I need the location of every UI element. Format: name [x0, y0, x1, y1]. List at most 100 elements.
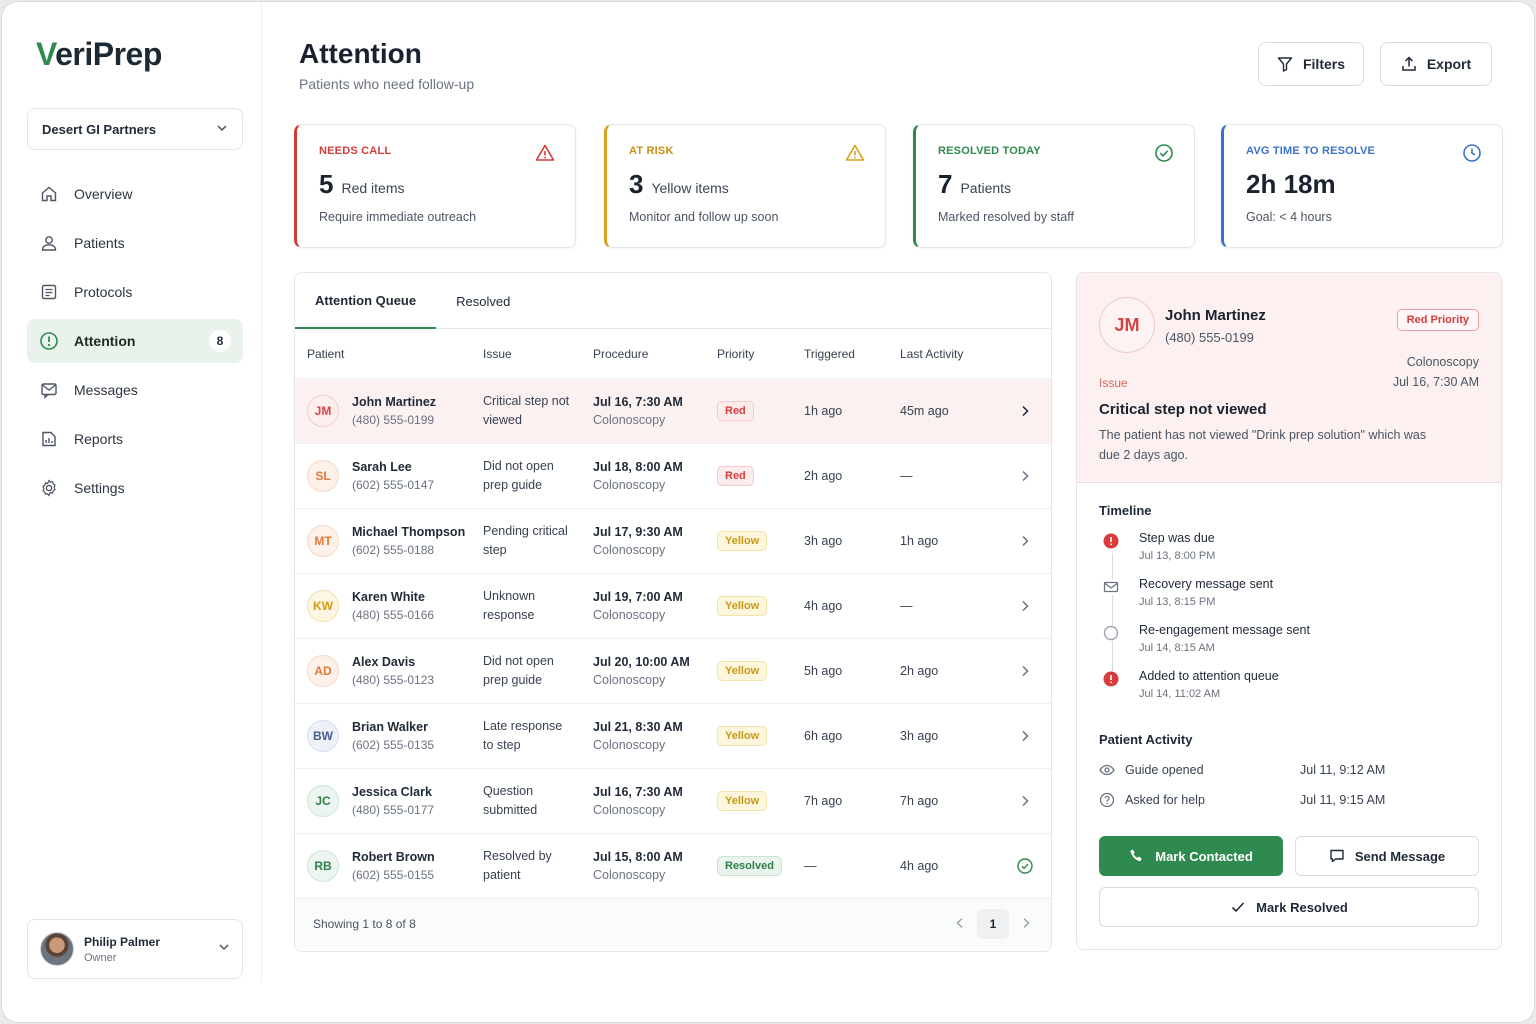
- table-row[interactable]: AD Alex Davis (480) 555-0123 Did not ope…: [295, 639, 1051, 704]
- sidebar-item-label: Settings: [74, 480, 125, 496]
- chevron-right-icon[interactable]: [1010, 664, 1040, 678]
- procedure-type: Colonoscopy: [593, 673, 666, 687]
- procedure-date: Jul 18, 8:00 AM: [593, 460, 683, 474]
- procedure-date: Jul 16, 7:30 AM: [593, 785, 683, 799]
- filter-icon: [1277, 57, 1293, 72]
- sidebar: VeriPrep Desert GI Partners Overview Pat…: [2, 2, 262, 982]
- priority-pill: Resolved: [717, 856, 782, 876]
- patient-phone: (480) 555-0123: [352, 673, 435, 687]
- patient-cell: MT Michael Thompson (602) 555-0188: [295, 525, 483, 557]
- procedure-cell: Jul 20, 10:00 AM Colonoscopy: [593, 655, 717, 687]
- procedure-cell: Jul 21, 8:30 AM Colonoscopy: [593, 720, 717, 752]
- priority-cell: Red: [717, 466, 804, 486]
- table-row[interactable]: MT Michael Thompson (602) 555-0188 Pendi…: [295, 509, 1051, 574]
- stat-unit: Patients: [960, 180, 1012, 196]
- patient-phone: (480) 555-0199: [352, 413, 435, 427]
- priority-cell: Yellow: [717, 596, 804, 616]
- table-body: JM John Martinez (480) 555-0199 Critical…: [295, 379, 1051, 899]
- chevron-right-icon[interactable]: [1010, 534, 1040, 548]
- patient-name: Robert Brown: [352, 850, 435, 864]
- filters-button[interactable]: Filters: [1258, 42, 1364, 86]
- chevron-right-icon[interactable]: [1010, 794, 1040, 808]
- tab-bar: Attention Queue Resolved: [295, 273, 1051, 329]
- patient-phone: (480) 555-0166: [352, 608, 435, 622]
- patient-name: Sarah Lee: [352, 460, 412, 474]
- priority-pill: Red: [717, 401, 754, 421]
- chevron-right-icon[interactable]: [1010, 729, 1040, 743]
- table-row[interactable]: JC Jessica Clark (480) 555-0177 Question…: [295, 769, 1051, 834]
- column-header-triggered[interactable]: Triggered: [804, 346, 855, 361]
- procedure-date: Jul 21, 8:30 AM: [593, 720, 683, 734]
- activity-row: Asked for help Jul 11, 9:15 AM: [1099, 792, 1479, 808]
- chevron-right-icon[interactable]: [1010, 404, 1040, 418]
- check-icon: [1232, 902, 1245, 913]
- sidebar-item-overview[interactable]: Overview: [27, 172, 243, 216]
- patient-initials-avatar: JC: [307, 785, 339, 817]
- table-row[interactable]: RB Robert Brown (602) 555-0155 Resolved …: [295, 834, 1051, 899]
- patient-phone: (602) 555-0188: [352, 543, 435, 557]
- user-menu[interactable]: Philip Palmer Owner: [27, 919, 243, 979]
- patient-initials-avatar: KW: [307, 590, 339, 622]
- issue-cell: Unknown response: [483, 589, 536, 622]
- check-circle-icon[interactable]: [1010, 858, 1040, 874]
- table-row[interactable]: KW Karen White (480) 555-0166 Unknown re…: [295, 574, 1051, 639]
- page-button[interactable]: 1: [977, 909, 1009, 939]
- stat-unit: Yellow items: [651, 180, 729, 196]
- column-header-procedure[interactable]: Procedure: [593, 346, 649, 361]
- sidebar-item-protocols[interactable]: Protocols: [27, 270, 243, 314]
- alert-circle-icon: [39, 331, 59, 351]
- patient-name: Alex Davis: [352, 655, 416, 669]
- procedure-date: Jul 20, 10:00 AM: [593, 655, 690, 669]
- detail-procedure-type: Colonoscopy: [1406, 355, 1479, 369]
- chevron-right-icon[interactable]: [1010, 469, 1040, 483]
- patient-activity-title: Patient Activity: [1099, 732, 1193, 747]
- mark-resolved-button[interactable]: Mark Resolved: [1099, 887, 1479, 927]
- sidebar-item-label: Reports: [74, 431, 124, 447]
- table-row[interactable]: SL Sarah Lee (602) 555-0147 Did not open…: [295, 444, 1051, 509]
- patient-cell: JM John Martinez (480) 555-0199: [295, 395, 483, 427]
- triggered-cell: 4h ago: [804, 599, 843, 613]
- chevron-left-icon[interactable]: [953, 916, 967, 933]
- timeline: Step was due Jul 13, 8:00 PM Recovery me…: [1099, 531, 1479, 715]
- sidebar-item-reports[interactable]: Reports: [27, 417, 243, 461]
- export-button[interactable]: Export: [1380, 42, 1492, 86]
- column-header-last-activity[interactable]: Last Activity: [900, 346, 964, 361]
- sidebar-nav: Overview Patients Protocols Attention 8 …: [27, 172, 243, 515]
- logo: VeriPrep: [36, 36, 162, 72]
- detail-patient-name: John Martinez: [1165, 307, 1266, 324]
- stat-card-avg-time: AVG TIME TO RESOLVE 2h 18m Goal: < 4 hou…: [1221, 124, 1503, 248]
- triggered-cell: 2h ago: [804, 469, 843, 483]
- tab-resolved[interactable]: Resolved: [456, 293, 511, 309]
- priority-cell: Yellow: [717, 661, 804, 681]
- column-header-patient[interactable]: Patient: [307, 346, 345, 361]
- procedure-type: Colonoscopy: [593, 738, 666, 752]
- sidebar-item-label: Overview: [74, 186, 133, 202]
- issue-title: Critical step not viewed: [1099, 401, 1267, 418]
- tab-attention-queue[interactable]: Attention Queue: [295, 273, 437, 329]
- attention-count-badge: 8: [209, 330, 231, 352]
- chevron-right-icon[interactable]: [1010, 599, 1040, 613]
- table-row[interactable]: JM John Martinez (480) 555-0199 Critical…: [295, 379, 1051, 444]
- chevron-right-icon[interactable]: [1019, 916, 1033, 933]
- alert-dot-icon: [1103, 533, 1119, 549]
- procedure-type: Colonoscopy: [593, 478, 666, 492]
- sidebar-item-attention[interactable]: Attention 8: [27, 319, 243, 363]
- sidebar-item-messages[interactable]: Messages: [27, 368, 243, 412]
- procedure-type: Colonoscopy: [593, 803, 666, 817]
- patient-name: Michael Thompson: [352, 525, 466, 539]
- sidebar-item-settings[interactable]: Settings: [27, 466, 243, 510]
- priority-cell: Yellow: [717, 726, 804, 746]
- last-activity-cell: 2h ago: [900, 664, 939, 678]
- column-header-issue[interactable]: Issue: [483, 346, 512, 361]
- procedure-type: Colonoscopy: [593, 608, 666, 622]
- mark-contacted-button[interactable]: Mark Contacted: [1099, 836, 1283, 876]
- column-header-priority[interactable]: Priority: [717, 346, 755, 361]
- send-message-button[interactable]: Send Message: [1295, 836, 1479, 876]
- attention-table-panel: Attention Queue Resolved Patient Issue P…: [294, 272, 1052, 952]
- sidebar-item-patients[interactable]: Patients: [27, 221, 243, 265]
- procedure-cell: Jul 19, 7:00 AM Colonoscopy: [593, 590, 717, 622]
- last-activity-cell: —: [900, 599, 913, 613]
- organization-select[interactable]: Desert GI Partners: [27, 108, 243, 150]
- table-row[interactable]: BW Brian Walker (602) 555-0135 Late resp…: [295, 704, 1051, 769]
